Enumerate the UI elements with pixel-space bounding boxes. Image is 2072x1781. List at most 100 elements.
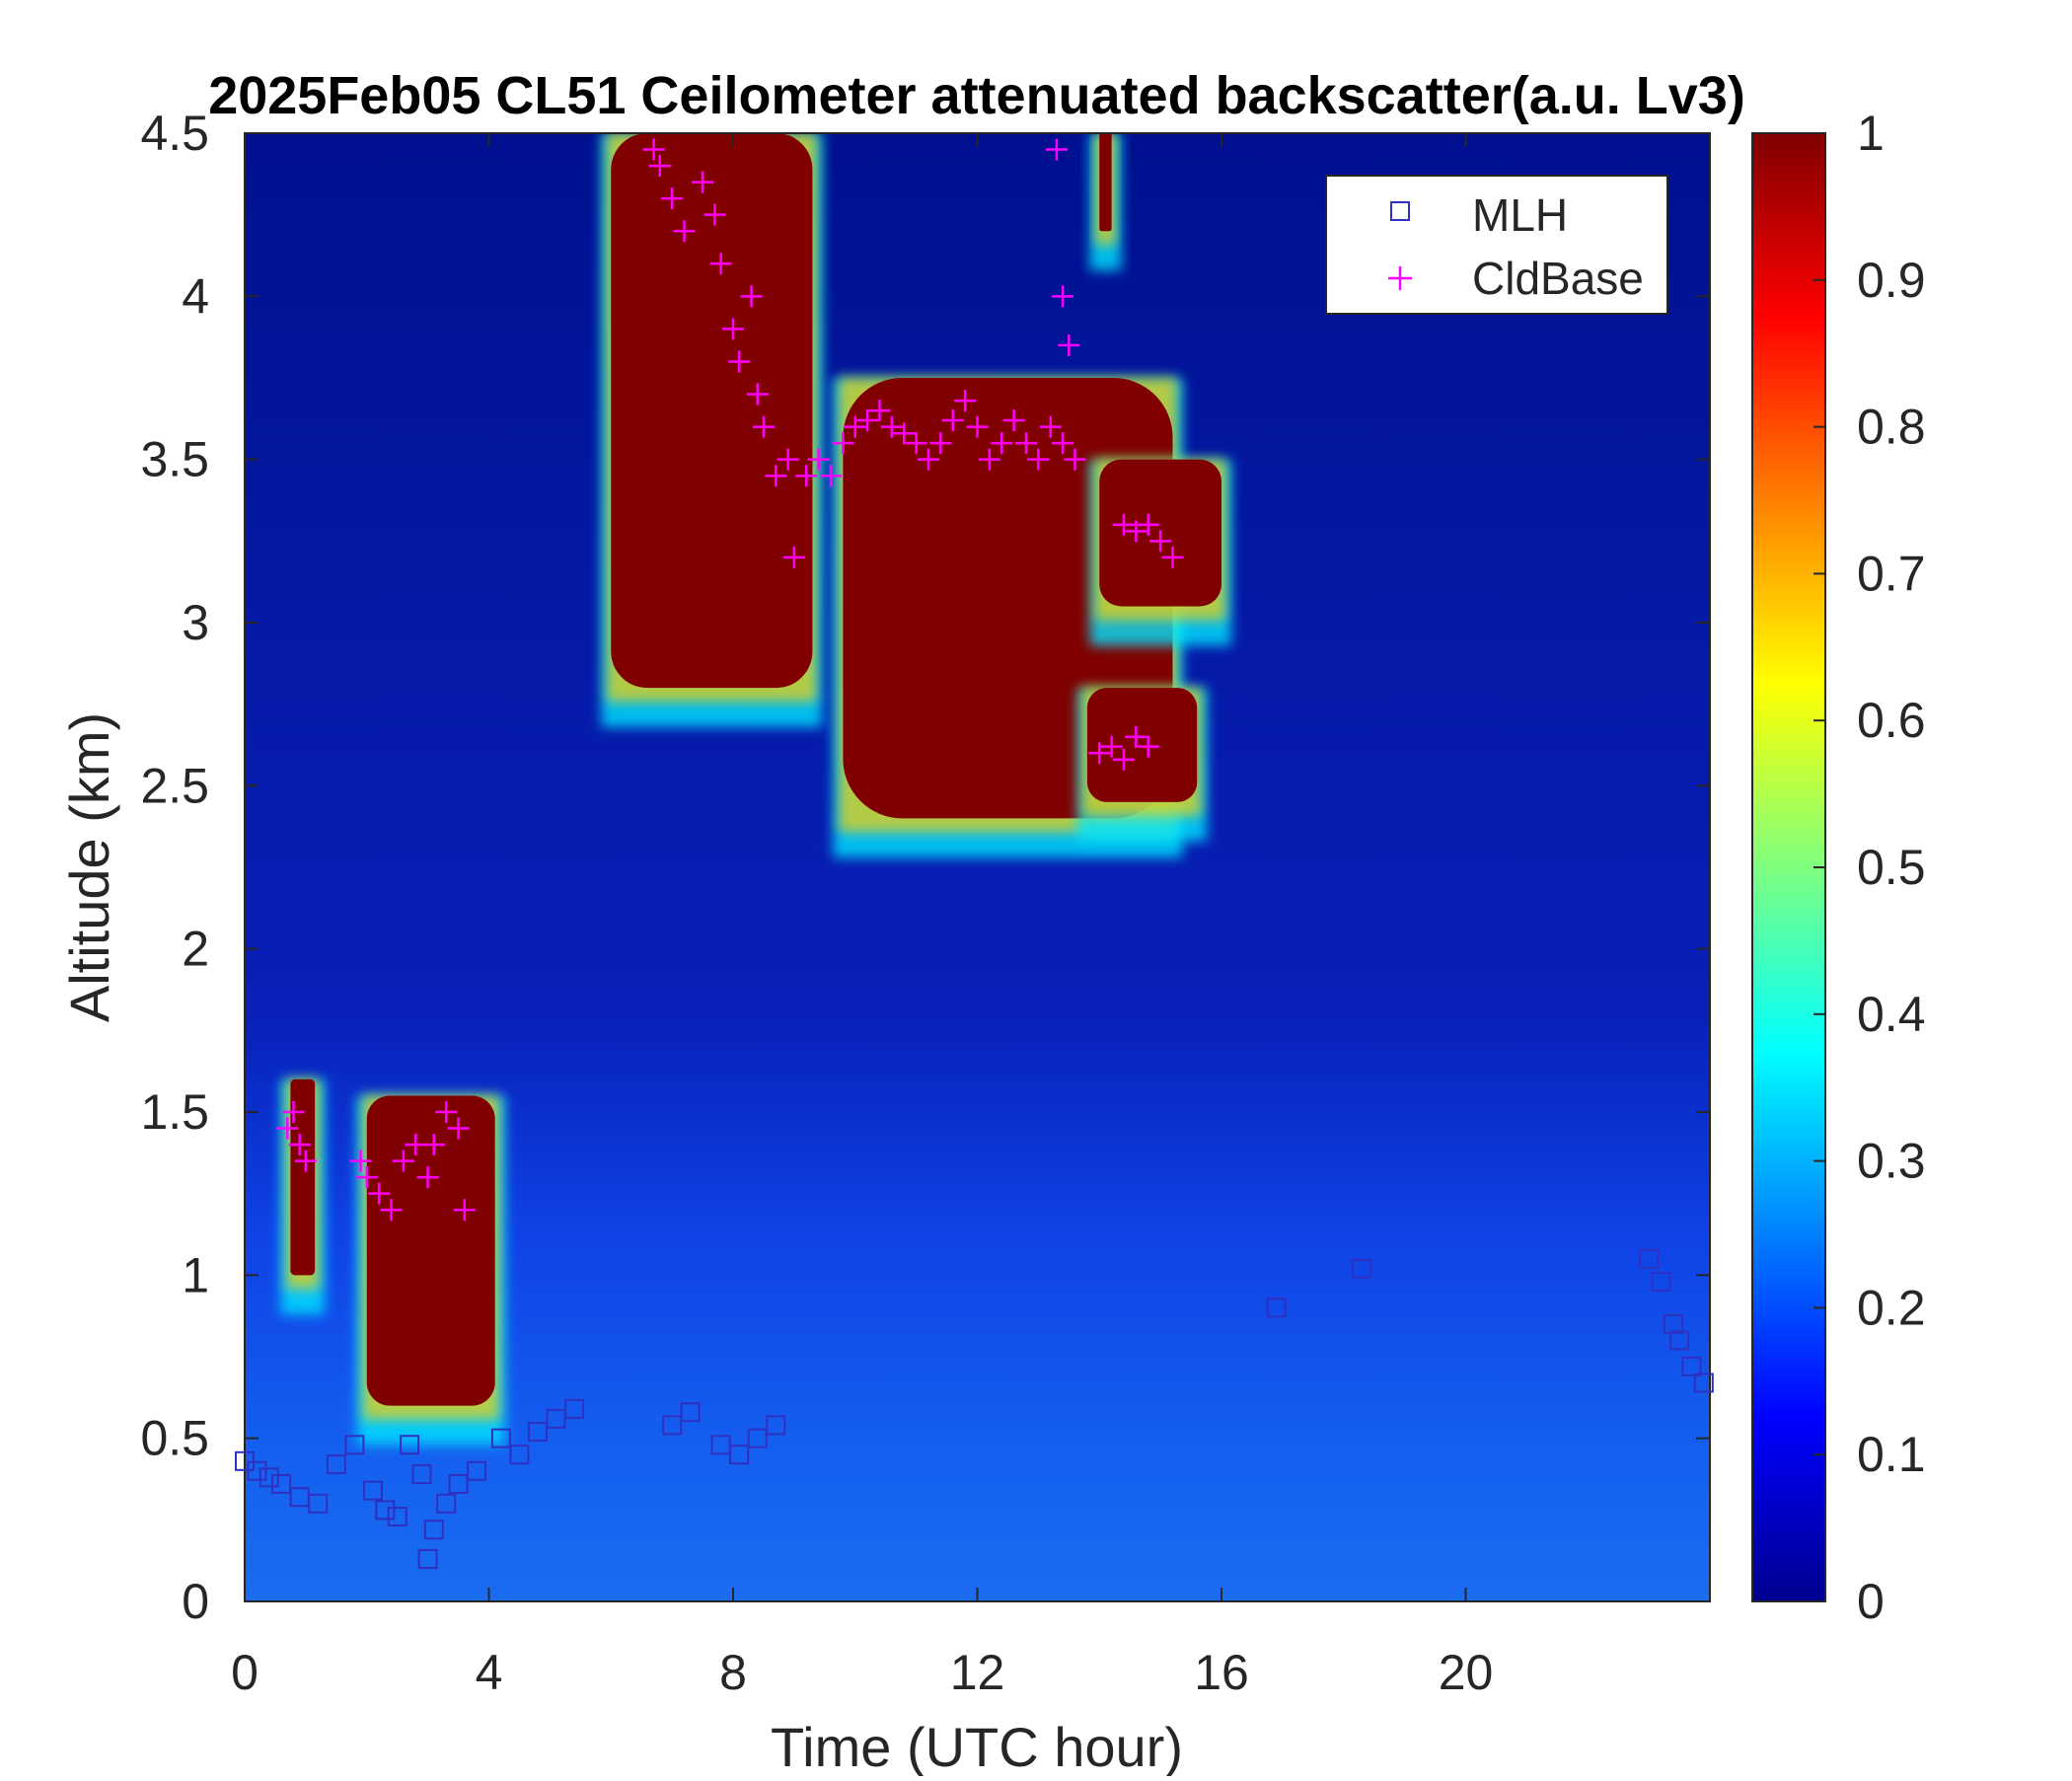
cldbase-point xyxy=(1058,334,1080,356)
colorbar-tick-label: 0.2 xyxy=(1857,1280,1926,1335)
backscatter-region-2 xyxy=(611,133,813,689)
mlh-point xyxy=(326,1454,346,1475)
colorbar-gradient xyxy=(1751,132,1826,1602)
y-tick-label: 0.5 xyxy=(140,1411,209,1466)
colorbar-tick-label: 0.8 xyxy=(1857,400,1926,455)
legend-mlh-label: MLH xyxy=(1472,189,1568,241)
cldbase-point xyxy=(1125,520,1147,543)
cldbase-point xyxy=(1088,742,1111,765)
cldbase-point xyxy=(392,1150,414,1172)
mlh-point xyxy=(448,1473,469,1494)
colorbar-tick-label: 0.6 xyxy=(1857,693,1926,748)
cldbase-point xyxy=(416,1166,439,1189)
y-tick-label: 0 xyxy=(182,1574,209,1629)
cldbase-point xyxy=(807,448,830,471)
mlh-point xyxy=(247,1460,267,1481)
cldbase-point xyxy=(820,465,842,487)
backscatter-region-4 xyxy=(1086,688,1198,802)
cldbase-point xyxy=(856,408,879,431)
mlh-point xyxy=(490,1428,511,1448)
mlh-point xyxy=(362,1480,383,1501)
mlh-point xyxy=(467,1460,487,1481)
backscatter-regions xyxy=(280,133,1231,1446)
cldbase-point xyxy=(673,220,696,243)
mlh-point xyxy=(747,1428,768,1448)
cldbase-point xyxy=(844,415,866,438)
y-tick-label: 4 xyxy=(182,268,209,324)
colorbar-tick-label: 0.9 xyxy=(1857,253,1926,308)
cldbase-point xyxy=(868,400,891,422)
cldbase-point xyxy=(703,203,726,226)
y-tick-label: 1.5 xyxy=(140,1084,209,1140)
mlh-point xyxy=(1693,1373,1714,1393)
colorbar-tick-label: 0.1 xyxy=(1857,1427,1926,1482)
cldbase-point xyxy=(282,1101,305,1123)
mlh-point xyxy=(729,1445,750,1465)
mlh-point xyxy=(1651,1271,1671,1292)
x-axis: 0 4 8 12 16 20 xyxy=(231,133,1493,1700)
cldbase-point xyxy=(1113,748,1135,771)
cldbase-point xyxy=(288,1134,311,1156)
cldbase-point xyxy=(765,465,787,487)
colorbar-tick-label: 0.5 xyxy=(1857,840,1926,895)
cldbase-point xyxy=(1113,513,1135,536)
y-tick-label: 2.5 xyxy=(140,758,209,813)
mlh-point xyxy=(680,1402,701,1423)
mlh-point xyxy=(423,1520,444,1540)
cldbase-point xyxy=(777,448,799,471)
mlh-point xyxy=(436,1493,457,1514)
mlh-point xyxy=(308,1493,329,1514)
cldbase-point xyxy=(1027,448,1050,471)
cldbase-point xyxy=(941,408,964,431)
mlh-point xyxy=(528,1422,548,1443)
plot-area xyxy=(245,133,1710,1601)
y-axis: 0 0.5 1 1.5 2 2.5 3 3.5 4 4.5 xyxy=(140,106,1710,1629)
y-tick-label: 2 xyxy=(182,922,209,977)
cldbase-point xyxy=(1100,735,1123,758)
cldbase-point xyxy=(692,171,714,193)
colorbar-tick-label: 0 xyxy=(1857,1574,1885,1629)
cldbase-point xyxy=(447,1117,470,1140)
cldbase-point xyxy=(1002,408,1025,431)
colorbar: 0 0.1 0.2 0.3 0.4 0.5 0.6 0.7 0.8 0.9 1 xyxy=(1751,106,1926,1629)
cldbase-point xyxy=(991,432,1013,455)
x-tick-label: 4 xyxy=(476,1645,503,1700)
cldbase-point xyxy=(355,1166,378,1189)
mlh-point xyxy=(387,1507,407,1527)
cldbase-point xyxy=(954,390,977,412)
mlh-point xyxy=(259,1467,279,1488)
cldbase-point xyxy=(1015,432,1037,455)
legend: MLH CldBase xyxy=(1325,175,1668,315)
mlh-point xyxy=(1669,1330,1690,1351)
cldbase-point xyxy=(453,1199,476,1222)
cldbase-point xyxy=(782,546,805,568)
mlh-point xyxy=(662,1415,683,1436)
cldbase-point xyxy=(978,448,1000,471)
cldbase-point xyxy=(893,422,916,445)
cldbase-point xyxy=(1045,138,1068,161)
legend-cldbase-label: CldBase xyxy=(1472,253,1644,304)
legend-mlh-marker xyxy=(1390,201,1410,221)
cldbase-point xyxy=(740,285,763,308)
cldbase-point xyxy=(722,318,744,340)
cldbase-point xyxy=(642,138,665,161)
x-tick-label: 12 xyxy=(950,1645,1005,1700)
colorbar-ticks: 0 0.1 0.2 0.3 0.4 0.5 0.6 0.7 0.8 0.9 1 xyxy=(1813,106,1926,1629)
mlh-point xyxy=(564,1398,585,1419)
y-tick-label: 3 xyxy=(182,595,209,650)
mlh-point xyxy=(400,1435,420,1455)
mlh-point xyxy=(1266,1298,1287,1318)
x-tick-label: 20 xyxy=(1439,1645,1494,1700)
mlh-point xyxy=(1352,1258,1372,1279)
mlh-point xyxy=(1639,1248,1660,1269)
cldbase-point xyxy=(795,465,818,487)
y-tick-label: 3.5 xyxy=(140,432,209,487)
legend-cldbase-marker xyxy=(1388,266,1412,290)
cldbase-point xyxy=(380,1199,403,1222)
mlh-point xyxy=(411,1464,432,1485)
mlh-point xyxy=(509,1445,530,1465)
cldbase-point xyxy=(918,448,939,471)
cldbase-point xyxy=(1149,530,1172,553)
